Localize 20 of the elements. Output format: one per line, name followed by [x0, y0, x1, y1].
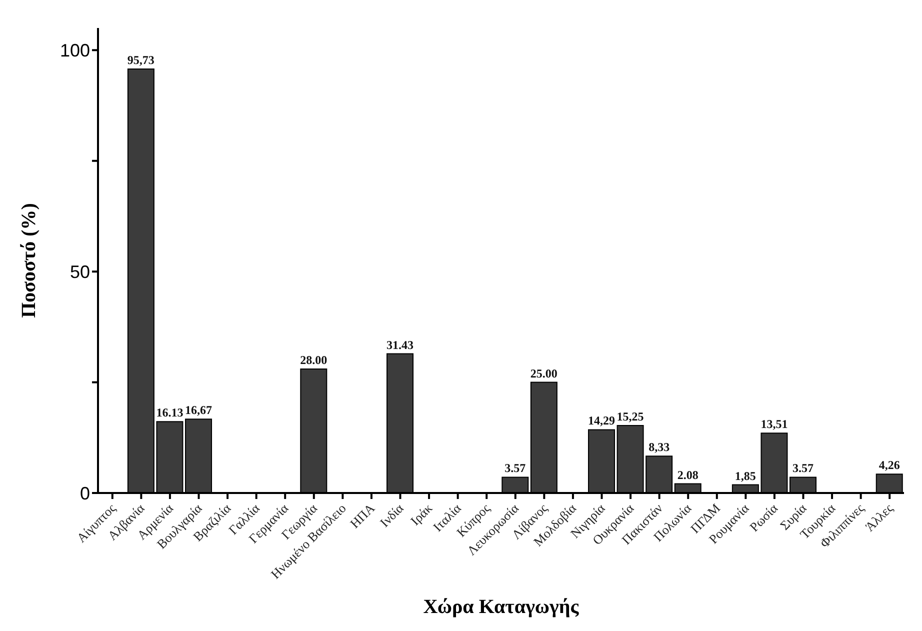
- y-tick-label: 0: [80, 483, 90, 504]
- data-label: 95,73: [127, 53, 154, 68]
- y-tick-label: 50: [70, 262, 90, 282]
- data-label: 28.00: [300, 353, 328, 367]
- data-label: 25.00: [530, 366, 558, 380]
- data-label: 2.08: [677, 468, 698, 482]
- data-label: 1,85: [734, 468, 756, 483]
- data-label: 15,25: [616, 409, 644, 424]
- y-tick-label: 100: [60, 40, 90, 61]
- data-label: 3.57: [792, 461, 814, 476]
- data-label: 31.43: [386, 338, 414, 352]
- data-label: 16,67: [185, 403, 212, 418]
- data-label: 8,33: [648, 440, 670, 454]
- data-label: 13,51: [760, 417, 788, 432]
- data-label: 16.13: [156, 406, 184, 420]
- x-axis-title: Χώρα Καταγωγής: [423, 596, 580, 618]
- data-label: 4,26: [878, 458, 900, 472]
- data-label: 14,29: [588, 414, 616, 428]
- y-axis-title: Ποσοστό (%): [18, 203, 40, 318]
- data-label: 3.57: [504, 461, 526, 476]
